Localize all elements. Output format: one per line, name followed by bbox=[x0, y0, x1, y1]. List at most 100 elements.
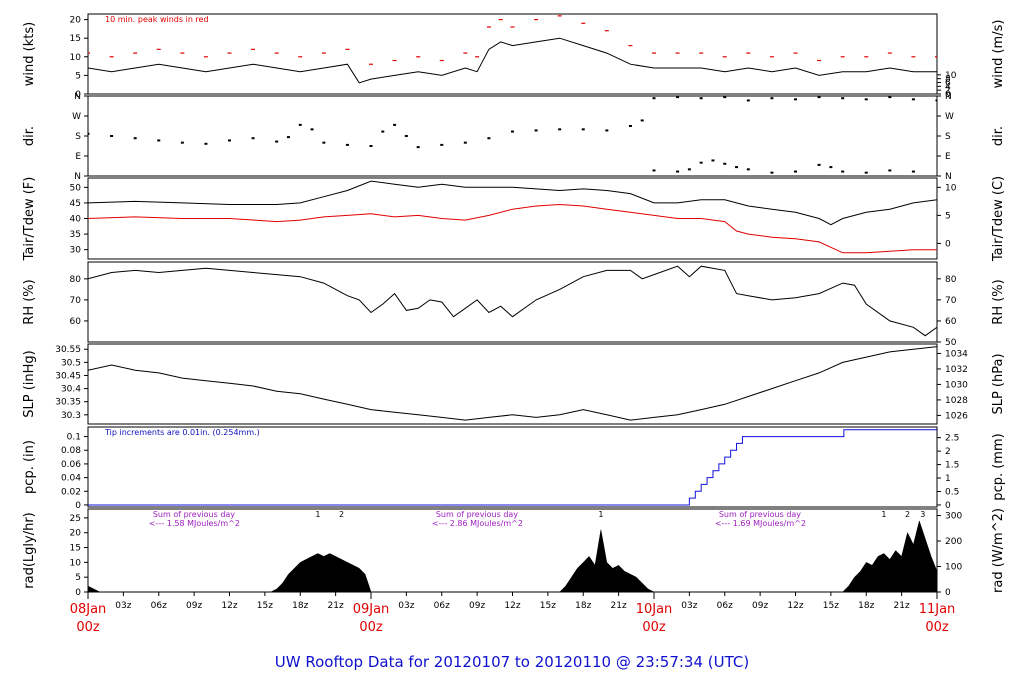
series-line bbox=[88, 37, 937, 84]
dir-point bbox=[841, 97, 845, 100]
day-label: 09Jan bbox=[353, 602, 390, 617]
time-tick-label: 09z bbox=[752, 601, 768, 611]
series-line bbox=[88, 203, 937, 254]
right-tick-label: 2 bbox=[945, 86, 951, 96]
time-tick-label: 21z bbox=[328, 601, 344, 611]
day-hour-label: 00z bbox=[925, 620, 949, 635]
dir-point bbox=[676, 96, 680, 99]
right-tick-label: 1028 bbox=[945, 396, 968, 406]
dir-point bbox=[676, 170, 680, 173]
dir-point bbox=[699, 161, 703, 164]
left-tick-label: 10 bbox=[70, 558, 82, 568]
left-tick-label: 15 bbox=[70, 34, 81, 44]
dir-point bbox=[180, 141, 184, 144]
left-tick-label: 30 bbox=[70, 246, 82, 256]
dir-point bbox=[652, 97, 656, 100]
daily-sum-value: <--- 2.86 MJoules/m^2 bbox=[432, 519, 523, 528]
dir-point bbox=[440, 143, 444, 146]
right-tick-label: 1.5 bbox=[945, 461, 959, 471]
left-tick-label: 0.1 bbox=[67, 433, 81, 443]
left-tick-label: W bbox=[72, 112, 81, 122]
right-tick-label: 1026 bbox=[945, 411, 968, 421]
dir-point bbox=[133, 137, 137, 140]
right-tick-label: W bbox=[945, 112, 954, 122]
day-hour-label: 00z bbox=[642, 620, 666, 635]
dir-point bbox=[157, 139, 161, 142]
time-axis: 03z 06z 09z 12z 15z 18z 21z 03z 06z 09z 12z 15z 18z 2… bbox=[70, 592, 955, 635]
dir-point bbox=[369, 145, 373, 147]
right-tick-label: 300 bbox=[945, 512, 962, 522]
right-tick-label: 0 bbox=[945, 588, 951, 598]
panel-series bbox=[88, 265, 937, 337]
dir-point bbox=[228, 139, 231, 142]
dir-point bbox=[864, 98, 868, 101]
time-tick-label: 21z bbox=[894, 601, 910, 611]
panel-pcp: 0 0.02 0.04 0.06 0.08 0.1 0 0.5 1 1.5 2 2.5 pcp. (in… bbox=[22, 426, 1006, 511]
panel-annotation: Tip increments are 0.01in. (0.254mm.) bbox=[104, 428, 260, 437]
chart-title: UW Rooftop Data for 20120107 to 20120110… bbox=[275, 653, 749, 671]
panel-series bbox=[88, 429, 937, 506]
rad-marker-label: 1 bbox=[881, 510, 886, 519]
dir-point bbox=[888, 169, 892, 172]
series-step bbox=[88, 429, 937, 506]
left-tick-label: E bbox=[75, 152, 81, 162]
left-tick-label: 0 bbox=[75, 501, 81, 511]
left-tick-label: 5 bbox=[75, 71, 81, 81]
panel-frame bbox=[87, 13, 938, 95]
panel-annotation: 10 min. peak winds in red bbox=[105, 15, 209, 24]
dir-point bbox=[935, 99, 937, 102]
right-tick-label: 50 bbox=[945, 338, 957, 348]
dir-point bbox=[251, 137, 255, 140]
rad-marker-label: 1 bbox=[598, 510, 603, 519]
right-tick-label: 2 bbox=[945, 447, 951, 457]
right-axis-label: rad (W/m^2) bbox=[991, 508, 1006, 593]
rad-marker-label: 2 bbox=[339, 510, 344, 519]
time-tick-label: 21z bbox=[611, 601, 627, 611]
right-tick-label: 0 bbox=[945, 239, 951, 249]
dir-point bbox=[770, 97, 774, 100]
dir-point bbox=[345, 143, 349, 146]
left-tick-label: 10 bbox=[70, 53, 82, 63]
dir-point bbox=[463, 141, 467, 144]
left-tick-label: 60 bbox=[70, 317, 82, 327]
time-tick-label: 15z bbox=[823, 601, 839, 611]
dir-point bbox=[88, 132, 90, 135]
right-axis-label: dir. bbox=[991, 126, 1006, 146]
left-tick-label: N bbox=[74, 172, 81, 182]
right-tick-label: 10 bbox=[945, 183, 957, 193]
right-axis-label: SLP (hPa) bbox=[991, 353, 1006, 414]
dir-point bbox=[640, 119, 644, 122]
dir-point bbox=[322, 141, 326, 144]
time-tick-label: 15z bbox=[540, 601, 556, 611]
left-tick-label: 0.02 bbox=[61, 487, 81, 497]
right-tick-label: 0 bbox=[945, 90, 951, 100]
dir-point bbox=[829, 166, 833, 169]
dir-point bbox=[817, 96, 821, 99]
right-tick-label: 1034 bbox=[945, 349, 968, 359]
dir-point bbox=[110, 135, 114, 137]
dir-point bbox=[723, 162, 727, 165]
dir-point bbox=[393, 123, 397, 126]
panel-series bbox=[88, 180, 937, 254]
daily-sum-value: <--- 1.69 MJoules/m^2 bbox=[715, 519, 806, 528]
time-tick-label: 12z bbox=[787, 601, 803, 611]
dir-point bbox=[381, 130, 385, 133]
right-axis-label: wind (m/s) bbox=[991, 20, 1006, 89]
daily-sum-title: Sum of previous day bbox=[153, 510, 235, 519]
series-area bbox=[88, 520, 937, 592]
left-tick-label: 0.04 bbox=[61, 474, 81, 484]
dir-point bbox=[652, 169, 656, 172]
daily-sum-value: <--- 1.58 MJoules/m^2 bbox=[149, 519, 240, 528]
time-tick-label: 15z bbox=[257, 601, 273, 611]
right-tick-label: 10 bbox=[945, 71, 957, 81]
dir-point bbox=[581, 128, 585, 131]
right-tick-label: 200 bbox=[945, 537, 962, 547]
time-tick-label: 18z bbox=[858, 601, 874, 611]
dir-point bbox=[511, 130, 514, 133]
left-axis-label: dir. bbox=[22, 126, 37, 146]
panel-frame bbox=[87, 261, 938, 343]
right-tick-label: 0 bbox=[945, 501, 951, 511]
dir-point bbox=[416, 146, 420, 149]
